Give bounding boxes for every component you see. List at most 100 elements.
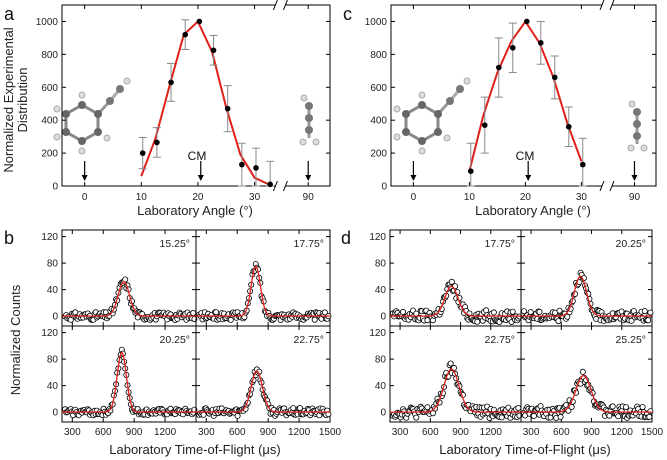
y-tick-label: 120 <box>369 328 386 339</box>
x-tick-label: 300 <box>198 427 215 438</box>
x-tick-label: 20 <box>192 192 204 203</box>
plot-frame-a <box>61 4 331 187</box>
y-tick-label: 200 <box>370 149 387 160</box>
x-axis-title-b: Laboratory Time-of-Flight (μs) <box>109 442 280 457</box>
axis-break-gap <box>601 0 612 10</box>
x-tick-label: 600 <box>95 427 112 438</box>
data-point <box>182 31 189 38</box>
axis-break-mark <box>599 0 605 11</box>
angle-arrow-head <box>81 175 88 181</box>
x-tick-label: 900 <box>583 427 600 438</box>
x-tick-label: 900 <box>260 427 277 438</box>
tof-data-point <box>290 405 297 412</box>
tof-subplot <box>195 229 332 327</box>
tof-subplot <box>520 229 654 327</box>
axis-break-mark <box>609 0 615 11</box>
x-tick-label: 300 <box>64 427 81 438</box>
x-tick-label: 0 <box>82 192 88 203</box>
x-tick-label: 90 <box>629 192 641 203</box>
angle-label: 17.75° <box>485 238 515 250</box>
y-tick-label: 800 <box>41 50 58 61</box>
data-point <box>495 64 502 71</box>
y-tick-label: 40 <box>375 285 387 296</box>
panel-label-a: a <box>4 4 15 24</box>
y-tick-label: 80 <box>47 259 59 270</box>
tof-fit-line <box>521 275 652 317</box>
axis-break-mark <box>272 180 278 192</box>
tof-data-point <box>311 316 318 323</box>
data-point <box>253 165 259 171</box>
data-point <box>168 79 174 86</box>
x-tick-label: 90 <box>303 192 315 203</box>
tof-data-point <box>515 404 522 411</box>
tof-data-point <box>190 309 197 316</box>
y-tick-label: 0 <box>380 408 386 419</box>
y-tick-label: 0 <box>52 182 58 193</box>
y-tick-label: 1000 <box>36 17 59 28</box>
y-tick-label: 600 <box>370 83 387 94</box>
tof-data-point <box>557 413 564 420</box>
angle-arrow-head <box>197 175 204 181</box>
tof-data-point <box>579 368 586 375</box>
y-tick-label: 0 <box>380 312 386 323</box>
x-tick-label: 10 <box>464 192 476 203</box>
x-tick-label: 1200 <box>480 427 503 438</box>
data-point <box>196 18 203 25</box>
subplot-frame <box>195 325 331 423</box>
tof-data-point <box>531 412 538 419</box>
angle-label: 25.25° <box>616 334 646 346</box>
y-axis-title-bottom: Normalized Counts <box>8 284 23 395</box>
tof-data-point <box>647 408 654 415</box>
tof-subplot <box>389 325 523 423</box>
x-tick-label: 900 <box>126 427 143 438</box>
x-tick-label: 0 <box>411 192 417 203</box>
tof-data-point <box>498 414 505 421</box>
y-tick-label: 40 <box>47 285 59 296</box>
data-point <box>481 122 488 128</box>
tof-data-point <box>639 404 646 411</box>
tof-fit-line <box>390 368 521 413</box>
y-tick-label: 120 <box>41 232 58 243</box>
y-axis-title-top-line1: Normalized Experimental <box>1 27 16 172</box>
tof-data-point <box>623 404 630 411</box>
y-tick-label: 1000 <box>365 17 388 28</box>
subplot-frame <box>520 325 653 423</box>
tof-data-point <box>424 404 431 411</box>
y-tick-label: 400 <box>370 116 387 127</box>
x-tick-label: 30 <box>249 192 261 203</box>
tof-data-point <box>399 308 406 315</box>
angle-arrow-head <box>525 175 532 181</box>
x-tick-label: 300 <box>392 427 409 438</box>
tof-data-point <box>609 403 616 410</box>
angle-label: 15.25° <box>160 238 190 250</box>
tof-data-point <box>200 411 207 418</box>
tof-data-point <box>296 405 303 412</box>
data-point <box>139 150 146 156</box>
tof-data-point <box>509 308 516 315</box>
tof-data-point <box>490 309 497 316</box>
x-tick-label: 1200 <box>288 427 311 438</box>
x-tick-label: 1200 <box>154 427 177 438</box>
angular-plot-a <box>61 0 331 192</box>
angular-plot-c <box>390 0 657 192</box>
data-point <box>537 40 544 46</box>
y-tick-label: 800 <box>370 50 387 61</box>
y-tick-label: 80 <box>375 355 387 366</box>
axis-break-gap <box>601 181 612 191</box>
cm-label-c: CM <box>516 149 535 163</box>
angle-label: 20.25° <box>160 334 190 346</box>
data-point <box>224 105 231 112</box>
y-axis-title-top-line2: Distribution <box>15 67 30 132</box>
tof-panel-d <box>389 229 654 423</box>
y-tick-label: 0 <box>52 312 58 323</box>
x-tick-label: 600 <box>229 427 246 438</box>
y-tick-label: 40 <box>47 381 59 392</box>
fit-line-a <box>140 19 270 186</box>
tof-fit-line <box>521 375 652 413</box>
axis-break-mark <box>272 0 278 11</box>
y-tick-label: 80 <box>47 355 59 366</box>
y-tick-label: 200 <box>41 149 58 160</box>
y-tick-label: 120 <box>41 328 58 339</box>
data-point <box>523 18 530 25</box>
